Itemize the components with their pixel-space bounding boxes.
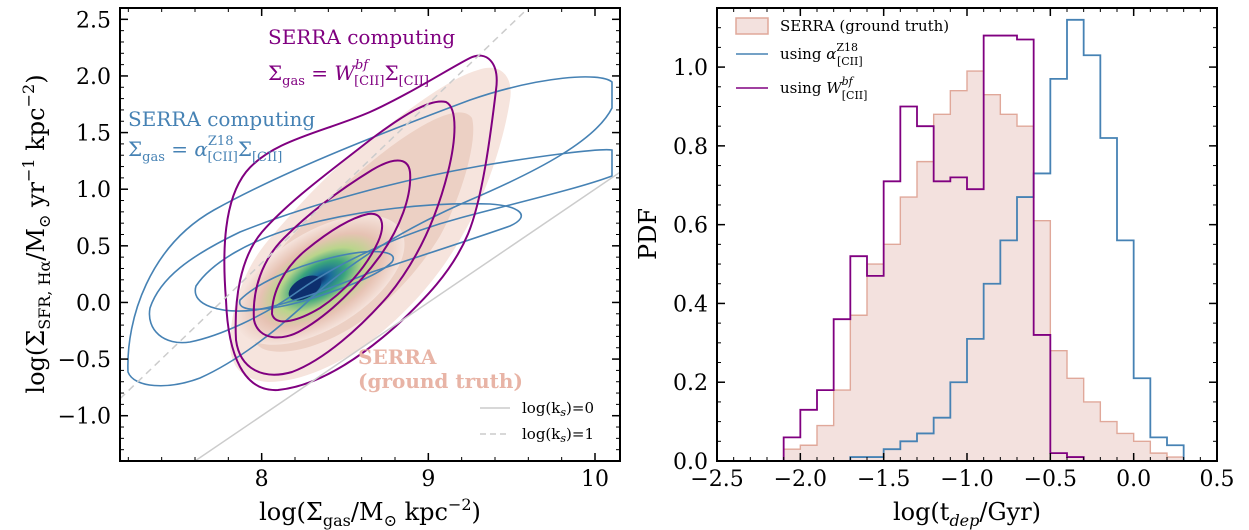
right-xtick-label: 0.5 xyxy=(1200,467,1235,492)
right-ytick-label: 0.6 xyxy=(673,214,708,239)
left-xtick-label: 9 xyxy=(421,467,435,492)
right-ylabel: PDF xyxy=(634,208,662,260)
legend-ks1-label: log(ks)=1 xyxy=(522,425,594,445)
annotation-gt-line2: (ground truth) xyxy=(358,369,523,393)
left-ytick-label: 0.5 xyxy=(76,235,111,260)
left-xtick-label: 8 xyxy=(255,467,269,492)
left-ytick-label: 1.0 xyxy=(76,178,111,203)
left-ytick-label: 2.5 xyxy=(76,8,111,33)
left-ytick-label: −1.0 xyxy=(58,405,111,430)
left-ytick-label: 0.0 xyxy=(76,291,111,316)
left-ylabel: log(ΣSFR, Hα/M⊙ yr−1 kpc−2) xyxy=(19,74,54,393)
annotation-wbf-formula: Σgas = Wbf [CII]Σ[CII] xyxy=(268,58,429,89)
left-xlabel: log(Σgas/M⊙ kpc−2) xyxy=(259,495,481,530)
histogram-area xyxy=(767,18,1185,461)
right-ytick-label: 0.4 xyxy=(673,292,708,317)
right-panel: SERRA (ground truth) using αZ18 [CII] usi… xyxy=(634,7,1235,530)
right-xtick-label: −2.5 xyxy=(690,467,743,492)
right-xlabel: log(tdep/Gyr) xyxy=(893,498,1041,530)
annotation-alpha: SERRA computing Σgas = αZ18 [CII]Σ[CII] xyxy=(128,107,315,165)
alpha-contour-core xyxy=(239,250,395,311)
right-ytick-label: 1.0 xyxy=(673,56,708,81)
left-xtick-label: 10 xyxy=(581,467,609,492)
right-xtick-label: −1.0 xyxy=(940,467,993,492)
annotation-alpha-line1: SERRA computing xyxy=(128,107,315,131)
right-ytick-label: 0.8 xyxy=(673,135,708,160)
left-ytick-label: 1.5 xyxy=(76,122,111,147)
ground-truth-density xyxy=(229,67,511,383)
annotation-wbf-line1: SERRA computing xyxy=(268,25,455,49)
legend-ks0-label: log(ks)=0 xyxy=(522,399,594,419)
right-ytick-label: 0.0 xyxy=(673,450,708,475)
right-axes: −2.5 −2.0 −1.5 −1.0 −0.5 0.0 0.5 0.0 0.2 0.4 0.6 0.… xyxy=(673,8,1235,492)
serra-histogram xyxy=(767,70,1185,461)
left-legend: log(ks)=0 log(ks)=1 xyxy=(480,399,594,445)
alpha-z18-histogram xyxy=(767,18,1185,461)
right-xtick-label: −2.0 xyxy=(774,467,827,492)
annotation-gt-line1: SERRA xyxy=(358,345,437,369)
right-ytick-label: 0.2 xyxy=(673,371,708,396)
alpha-contour-outer xyxy=(127,76,613,387)
annotation-wbf: SERRA computing Σgas = Wbf [CII]Σ[CII] xyxy=(268,25,455,89)
legend-alpha-label: using αZ18 [CII] xyxy=(780,41,863,68)
left-ytick-label: −0.5 xyxy=(58,348,111,373)
annotation-ground-truth: SERRA (ground truth) xyxy=(358,345,523,393)
wbf-contour-mid xyxy=(234,100,456,376)
right-xtick-label: −0.5 xyxy=(1024,467,1077,492)
legend-serra-label: SERRA (ground truth) xyxy=(780,17,949,35)
wbf-contour-core xyxy=(270,212,384,323)
legend-wbf-label: using Wbf [CII] xyxy=(780,75,867,102)
ks1-line xyxy=(120,8,529,400)
right-legend: SERRA (ground truth) using αZ18 [CII] usi… xyxy=(735,17,949,102)
left-ytick-label: 2.0 xyxy=(76,65,111,90)
annotation-alpha-formula: Σgas = αZ18 [CII]Σ[CII] xyxy=(128,134,282,165)
right-xtick-label: −1.5 xyxy=(857,467,910,492)
left-plot-frame xyxy=(119,7,621,462)
ks0-line xyxy=(194,171,620,461)
legend-serra-swatch xyxy=(735,17,769,35)
right-plot-frame xyxy=(716,7,1218,462)
wbf-contour-inner xyxy=(252,159,412,339)
left-panel: SERRA computing Σgas = Wbf [CII]Σ[CII] SE… xyxy=(19,7,621,530)
wbf-histogram xyxy=(767,34,1184,461)
right-xtick-label: 0.0 xyxy=(1116,467,1151,492)
